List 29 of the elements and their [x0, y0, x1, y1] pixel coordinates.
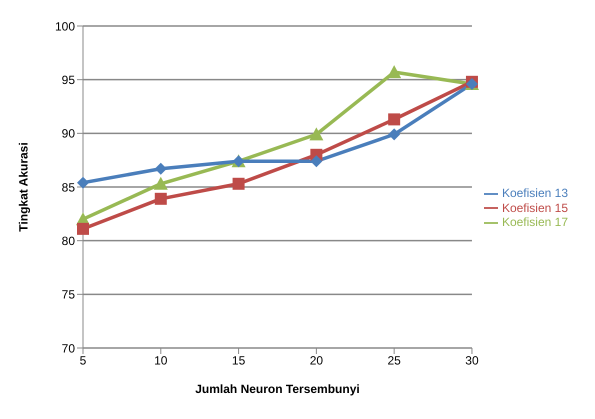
y-tick-label: 80	[62, 234, 76, 248]
x-tick-label: 30	[465, 354, 479, 368]
x-tick-label: 10	[154, 354, 168, 368]
point	[232, 178, 245, 190]
point	[77, 176, 89, 189]
point	[388, 128, 400, 140]
y-tick-label: 70	[62, 341, 76, 356]
legend-label: Koefisien 17	[502, 215, 568, 230]
y-tick-label: 95	[62, 72, 76, 87]
point	[154, 192, 167, 205]
x-tick-label: 25	[387, 354, 402, 368]
y-tick-label: 100	[54, 19, 76, 34]
point	[388, 113, 400, 126]
point	[154, 162, 167, 175]
x-axis-title: Jumlah Neuron Tersembunyi	[195, 382, 360, 396]
legend-label: Koefisien 13	[502, 186, 568, 200]
point	[309, 127, 324, 140]
x-tick-label: 15	[232, 354, 246, 368]
point	[387, 65, 402, 78]
y-tick-label: 85	[62, 180, 76, 194]
point	[310, 155, 322, 168]
legend-label: Koefisien 15	[502, 200, 568, 215]
point	[154, 176, 168, 190]
x-tick-label: 5	[80, 354, 87, 368]
y-tick-label: 75	[62, 288, 76, 302]
x-tick-label: 20	[310, 354, 324, 368]
y-tick-label: 90	[62, 126, 76, 141]
point	[77, 222, 89, 235]
y-axis-title: Tingkat Akurasi	[16, 142, 30, 232]
